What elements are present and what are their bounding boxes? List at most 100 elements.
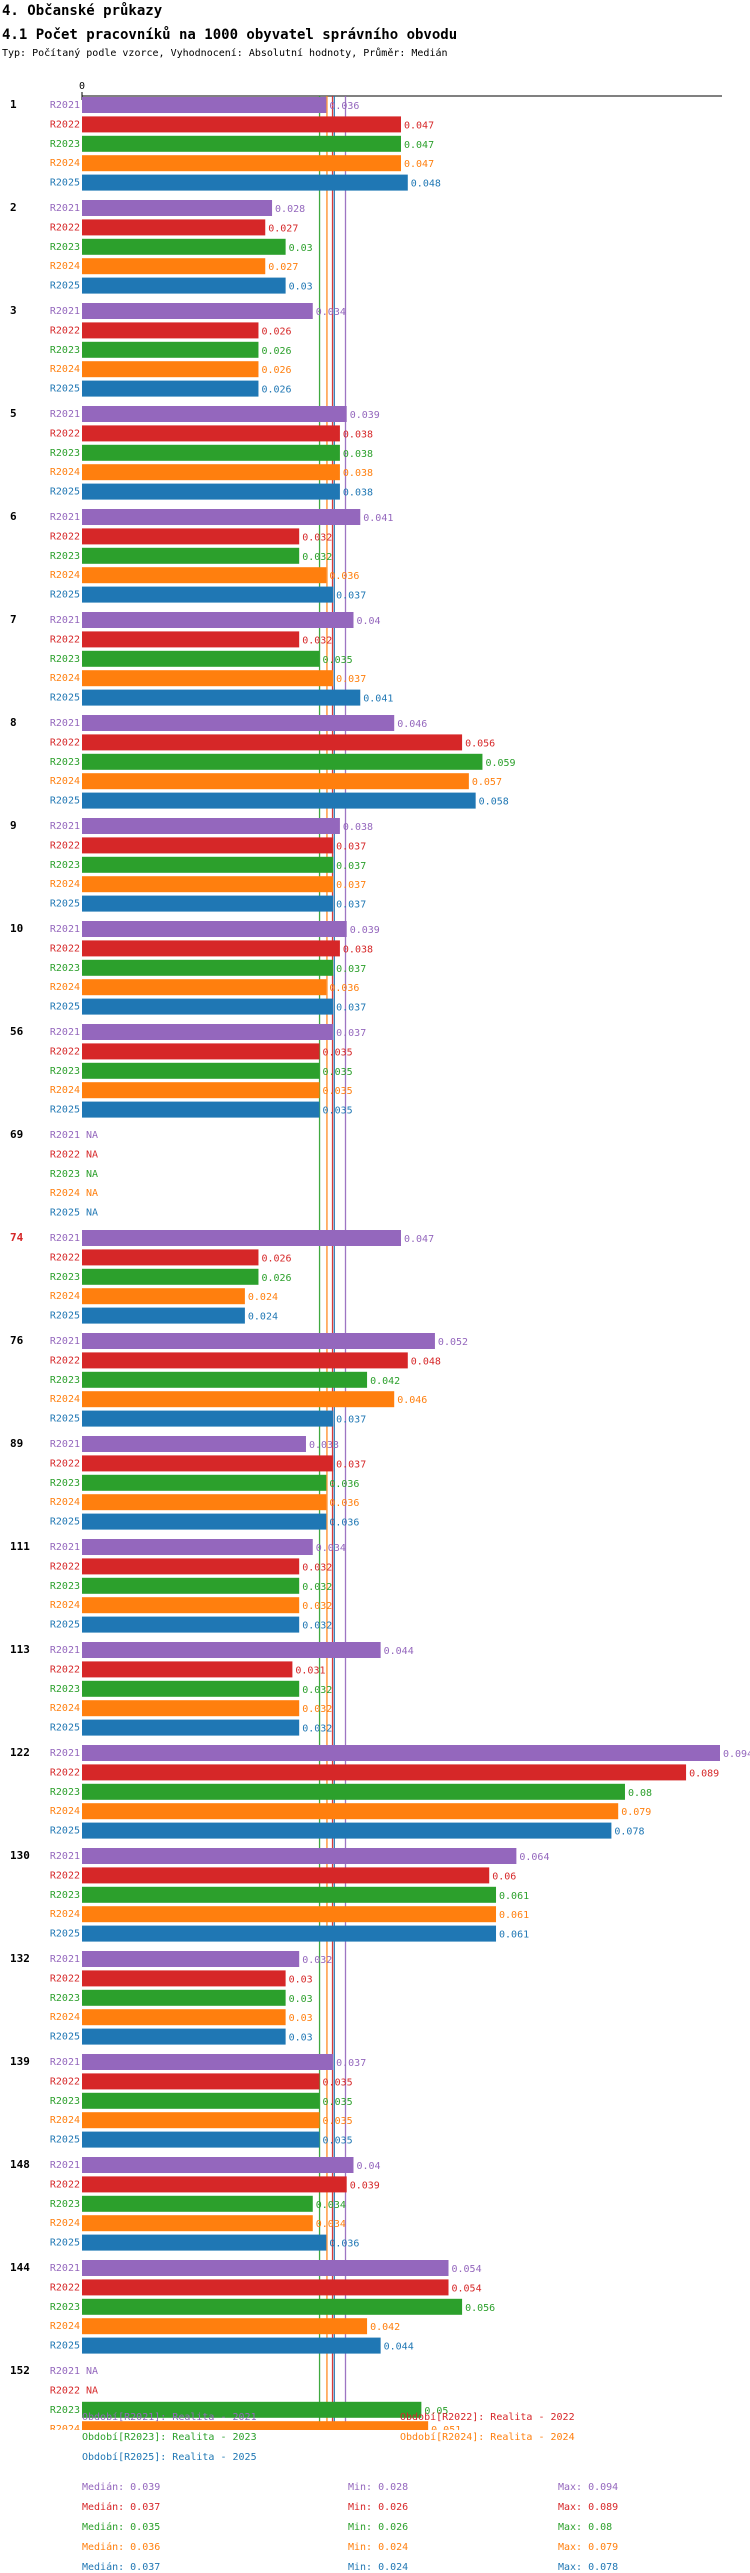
series-label-74-r2025: R2025: [50, 1311, 80, 1322]
series-label-122-r2024: R2024: [50, 1806, 80, 1817]
group-label-139: 139: [10, 2055, 30, 2068]
series-label-113-r2023: R2023: [50, 1684, 80, 1695]
group-label-111: 111: [10, 1540, 30, 1553]
series-label-1-r2023: R2023: [50, 139, 80, 150]
group-label-2: 2: [10, 201, 17, 214]
value-label-1-r2025: 0.048: [411, 179, 441, 190]
series-label-7-r2025: R2025: [50, 693, 80, 704]
bar-6-r2025: [82, 586, 334, 603]
bar-74-r2024: [82, 1288, 245, 1305]
group-label-122: 122: [10, 1746, 30, 1759]
series-label-1-r2021: R2021: [50, 100, 80, 111]
bar-148-r2024: [82, 2215, 313, 2232]
series-label-139-r2025: R2025: [50, 2135, 80, 2146]
bar-122-r2024: [82, 1803, 619, 1820]
value-label-113-r2022: 0.031: [295, 1665, 325, 1676]
series-label-56-r2023: R2023: [50, 1066, 80, 1077]
value-label-130-r2023: 0.061: [499, 1891, 529, 1902]
na-label-69-r2024: NA: [86, 1188, 98, 1199]
bar-130-r2022: [82, 1867, 490, 1884]
series-label-6-r2021: R2021: [50, 512, 80, 523]
value-label-74-r2024: 0.024: [248, 1292, 278, 1303]
bar-56-r2022: [82, 1043, 320, 1060]
series-label-139-r2024: R2024: [50, 2115, 80, 2126]
value-label-7-r2023: 0.035: [323, 655, 353, 666]
series-label-76-r2024: R2024: [50, 1394, 80, 1405]
bar-111-r2023: [82, 1577, 300, 1594]
bar-113-r2022: [82, 1661, 293, 1678]
value-label-139-r2025: 0.035: [323, 2136, 353, 2147]
bar-6-r2022: [82, 528, 300, 545]
bar-139-r2024: [82, 2112, 320, 2129]
group-label-6: 6: [10, 510, 17, 523]
value-label-6-r2024: 0.036: [329, 571, 359, 582]
series-label-3-r2023: R2023: [50, 345, 80, 356]
value-label-132-r2024: 0.03: [289, 2013, 313, 2024]
series-label-139-r2021: R2021: [50, 2057, 80, 2068]
value-label-111-r2023: 0.032: [302, 1582, 332, 1593]
bar-144-r2021: [82, 2260, 449, 2276]
value-label-2-r2023: 0.03: [289, 243, 313, 254]
legend-series-r2025: Období[R2025]: Realita - 2025: [82, 2452, 257, 2463]
value-label-113-r2025: 0.032: [302, 1724, 332, 1735]
bar-8-r2024: [82, 773, 469, 790]
bar-89-r2022: [82, 1455, 334, 1472]
legend-min-r2021: Min: 0.028: [348, 2482, 409, 2493]
series-label-56-r2021: R2021: [50, 1027, 80, 1038]
bar-113-r2025: [82, 1719, 300, 1736]
value-label-5-r2023: 0.038: [343, 449, 373, 460]
bar-2-r2025: [82, 277, 286, 294]
bar-10-r2022: [82, 940, 340, 957]
value-label-132-r2025: 0.03: [289, 2033, 313, 2044]
bar-152-r2024: [82, 2421, 429, 2430]
value-label-74-r2022: 0.026: [261, 1253, 291, 1264]
group-label-113: 113: [10, 1643, 30, 1656]
value-label-148-r2025: 0.036: [329, 2239, 359, 2250]
group-label-56: 56: [10, 1025, 24, 1038]
bar-7-r2024: [82, 670, 334, 687]
value-label-148-r2023: 0.034: [316, 2200, 346, 2211]
bar-8-r2025: [82, 792, 476, 809]
bar-76-r2025: [82, 1410, 334, 1427]
series-label-74-r2023: R2023: [50, 1272, 80, 1283]
bar-8-r2021: [82, 715, 395, 731]
bar-74-r2022: [82, 1249, 259, 1266]
bar-148-r2022: [82, 2176, 347, 2193]
bar-1-r2024: [82, 155, 401, 172]
legend-series-r2024: Období[R2024]: Realita - 2024: [400, 2432, 575, 2443]
group-label-74: 74: [10, 1231, 24, 1244]
bar-10-r2024: [82, 979, 327, 996]
series-label-152-r2024: R2024: [50, 2424, 80, 2430]
series-label-5-r2024: R2024: [50, 467, 80, 478]
series-label-89-r2021: R2021: [50, 1439, 80, 1450]
value-label-6-r2023: 0.032: [302, 552, 332, 563]
series-label-2-r2023: R2023: [50, 242, 80, 253]
bar-132-r2023: [82, 1989, 286, 2006]
series-label-130-r2022: R2022: [50, 1870, 80, 1881]
series-label-74-r2024: R2024: [50, 1291, 80, 1302]
bar-9-r2022: [82, 837, 334, 854]
value-label-113-r2021: 0.044: [384, 1646, 414, 1657]
bar-56-r2021: [82, 1024, 334, 1040]
bar-132-r2022: [82, 1970, 286, 1987]
value-label-10-r2025: 0.037: [336, 1003, 366, 1014]
bar-113-r2024: [82, 1700, 300, 1717]
series-label-139-r2023: R2023: [50, 2096, 80, 2107]
series-label-8-r2025: R2025: [50, 796, 80, 807]
series-label-6-r2022: R2022: [50, 531, 80, 542]
series-label-89-r2024: R2024: [50, 1497, 80, 1508]
bar-139-r2022: [82, 2073, 320, 2090]
value-label-89-r2022: 0.037: [336, 1459, 366, 1470]
bar-132-r2025: [82, 2028, 286, 2045]
bar-130-r2024: [82, 1906, 497, 1923]
bar-111-r2021: [82, 1539, 313, 1555]
value-label-56-r2024: 0.035: [323, 1086, 353, 1097]
value-label-1-r2022: 0.047: [404, 120, 434, 131]
series-label-132-r2021: R2021: [50, 1954, 80, 1965]
series-label-56-r2024: R2024: [50, 1085, 80, 1096]
bar-74-r2025: [82, 1307, 245, 1324]
series-label-111-r2024: R2024: [50, 1600, 80, 1611]
bar-10-r2021: [82, 921, 347, 937]
series-label-89-r2022: R2022: [50, 1458, 80, 1469]
value-label-10-r2021: 0.039: [350, 925, 380, 936]
